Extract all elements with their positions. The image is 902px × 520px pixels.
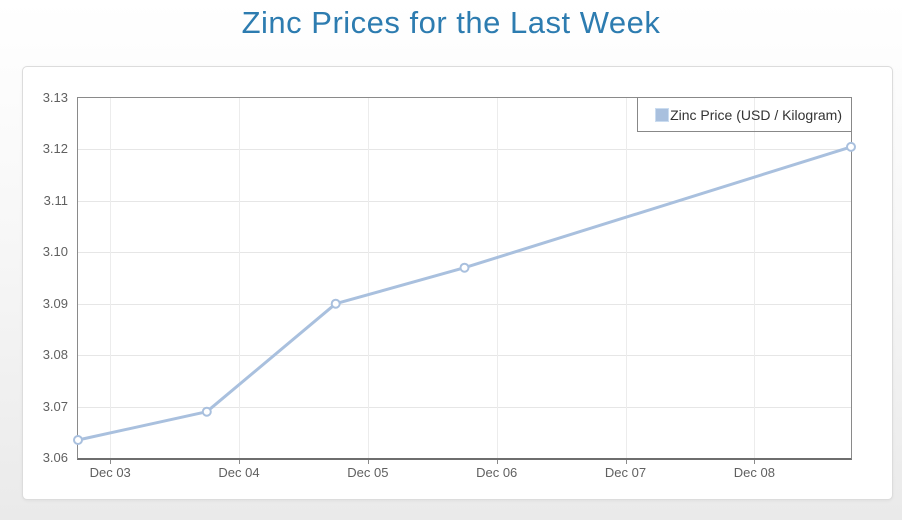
x-axis-label: Dec 03 bbox=[89, 465, 131, 480]
h-gridline bbox=[78, 406, 851, 408]
h-gridline bbox=[78, 303, 851, 305]
data-point-marker[interactable] bbox=[846, 141, 856, 152]
h-gridline bbox=[78, 149, 851, 151]
x-axis-tick bbox=[367, 460, 369, 464]
v-gridline bbox=[239, 98, 241, 458]
x-axis-tick bbox=[625, 460, 627, 464]
y-axis-label: 3.10 bbox=[42, 244, 68, 260]
y-axis-label: 3.11 bbox=[43, 192, 68, 208]
legend[interactable]: Zinc Price (USD / Kilogram) bbox=[637, 97, 852, 132]
y-axis-label: 3.12 bbox=[42, 141, 68, 157]
x-axis-tick bbox=[754, 460, 756, 464]
y-axis-label: 3.07 bbox=[42, 398, 68, 414]
v-gridline bbox=[496, 98, 498, 458]
h-gridline bbox=[78, 355, 851, 357]
x-axis-label: Dec 04 bbox=[218, 465, 260, 480]
x-axis-tick bbox=[110, 460, 112, 464]
data-point-marker[interactable] bbox=[459, 262, 470, 273]
data-point-marker[interactable] bbox=[330, 298, 341, 309]
x-axis-label: Dec 07 bbox=[604, 465, 647, 480]
legend-series-swatch-icon bbox=[655, 107, 670, 122]
series-line-chart bbox=[73, 141, 856, 445]
x-axis-tick bbox=[239, 460, 241, 464]
y-axis-label: 3.13 bbox=[42, 90, 68, 105]
x-axis-label: Dec 05 bbox=[347, 465, 389, 480]
y-axis-label: 3.09 bbox=[42, 295, 68, 311]
y-axis-label: 3.08 bbox=[42, 347, 68, 363]
data-point-marker[interactable] bbox=[73, 435, 83, 445]
h-gridline bbox=[78, 200, 851, 202]
v-gridline bbox=[754, 98, 756, 458]
x-axis-tick bbox=[496, 460, 498, 464]
plot-area[interactable]: Zinc Price (USD / Kilogram) bbox=[73, 97, 856, 460]
v-gridline bbox=[110, 98, 112, 458]
v-gridline bbox=[367, 98, 369, 458]
series-line bbox=[76, 145, 853, 442]
x-axis-label: Dec 08 bbox=[733, 465, 775, 480]
legend-label: Zinc Price (USD / Kilogram) bbox=[670, 106, 842, 123]
data-point-marker[interactable] bbox=[201, 406, 212, 417]
h-gridline bbox=[78, 252, 851, 254]
y-axis-label: 3.06 bbox=[42, 450, 68, 465]
page-title: Zinc Prices for the Last Week bbox=[241, 5, 661, 40]
x-axis-label: Dec 06 bbox=[476, 465, 518, 480]
v-gridline bbox=[625, 98, 627, 458]
chart-panel: Zinc Price (USD / Kilogram) 3.06 3.07 3.08… bbox=[22, 66, 893, 500]
